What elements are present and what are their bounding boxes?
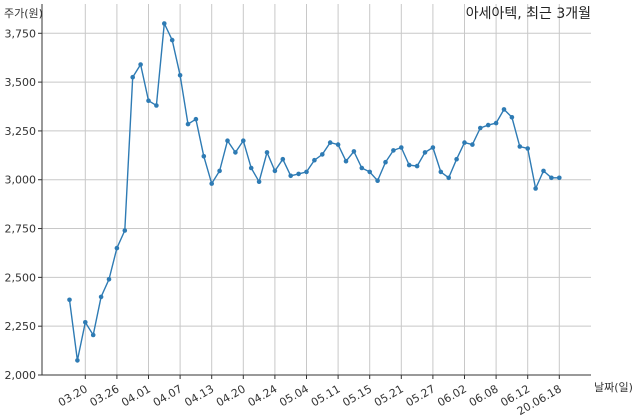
- data-point: [478, 125, 483, 131]
- data-point: [312, 157, 317, 163]
- data-point: [233, 150, 238, 155]
- data-point: [343, 158, 349, 164]
- data-point: [391, 148, 396, 153]
- data-point: [517, 144, 523, 149]
- data-point: [122, 228, 128, 233]
- data-point: [320, 152, 325, 157]
- data-point: [201, 154, 207, 159]
- y-tick-labels: 2,000 2,250 2,500 2,750 3,000 3,250 3,500 3,750: [5, 27, 42, 382]
- data-point: [83, 320, 88, 325]
- grid: [42, 4, 591, 376]
- data-point: [75, 358, 80, 363]
- x-tick-label: 05.11: [309, 382, 343, 409]
- x-axis-label: 날짜(일): [594, 380, 633, 394]
- data-point: [501, 107, 507, 112]
- data-point: [304, 169, 309, 175]
- data-point: [98, 294, 104, 300]
- price-series: [67, 20, 562, 363]
- data-point: [509, 115, 515, 120]
- data-point: [90, 332, 96, 338]
- data-point: [248, 165, 254, 171]
- data-point: [549, 175, 554, 181]
- x-tick-label: 04.13: [182, 382, 216, 409]
- data-point: [256, 179, 262, 184]
- price-line: [68, 20, 560, 361]
- data-point: [525, 146, 530, 151]
- data-point: [154, 103, 159, 108]
- data-point: [383, 159, 388, 165]
- data-point: [430, 145, 436, 150]
- data-point: [557, 175, 562, 181]
- x-tick-label: 04.01: [119, 382, 153, 409]
- data-point: [67, 297, 72, 303]
- x-tick-label: 03.20: [56, 382, 90, 409]
- data-point: [470, 142, 475, 147]
- x-tick-label: 05.27: [404, 382, 438, 409]
- data-point: [130, 74, 135, 80]
- data-point: [162, 21, 167, 26]
- data-point: [485, 122, 491, 128]
- data-point: [541, 168, 546, 174]
- data-point: [351, 149, 357, 154]
- data-point: [217, 168, 222, 174]
- data-point: [335, 142, 341, 147]
- data-point: [209, 181, 214, 186]
- data-point: [367, 169, 373, 175]
- x-tick-label: 04.20: [214, 382, 248, 409]
- data-point: [327, 140, 333, 145]
- x-tick-labels: 03.2003.2604.0104.0704.1304.2004.2405.04…: [56, 375, 564, 418]
- x-tick-label: 03.26: [88, 382, 122, 409]
- x-tick-label: 04.07: [151, 382, 185, 409]
- data-point: [106, 277, 112, 282]
- x-tick-label: 04.24: [246, 382, 280, 409]
- data-point: [414, 163, 420, 169]
- y-axis-label: 주가(원): [4, 7, 43, 20]
- x-tick-label: 05.15: [340, 382, 374, 409]
- data-point: [454, 156, 459, 162]
- data-point: [146, 98, 151, 103]
- data-point: [169, 37, 175, 43]
- data-point: [185, 121, 191, 127]
- data-point: [462, 140, 467, 145]
- data-point: [438, 169, 444, 175]
- y-tick-label: 3,500: [5, 76, 37, 89]
- data-point: [114, 245, 120, 251]
- data-point: [280, 156, 286, 162]
- data-point: [533, 186, 538, 191]
- x-tick-label: 05.04: [277, 382, 311, 409]
- data-point: [493, 120, 499, 126]
- data-point: [177, 73, 183, 78]
- data-point: [296, 171, 301, 177]
- data-point: [272, 168, 278, 174]
- data-point: [138, 62, 143, 67]
- data-point: [375, 178, 380, 183]
- data-point: [264, 150, 270, 155]
- data-point: [406, 162, 412, 168]
- data-point: [446, 175, 452, 181]
- y-tick-label: 2,500: [5, 271, 37, 284]
- y-tick-label: 3,750: [5, 27, 37, 40]
- y-tick-label: 2,250: [5, 320, 37, 333]
- x-tick-label: 05.21: [372, 382, 406, 409]
- data-point: [399, 145, 404, 150]
- x-tick-label: 06.08: [467, 382, 501, 409]
- data-point: [241, 138, 246, 143]
- y-tick-label: 3,250: [5, 125, 37, 138]
- y-tick-label: 2,750: [5, 223, 37, 236]
- chart-title: 아세아텍, 최근 3개월: [466, 6, 591, 22]
- data-point: [288, 173, 294, 179]
- y-tick-label: 2,000: [5, 369, 37, 382]
- x-tick-label: 06.02: [435, 382, 469, 409]
- y-tick-label: 3,000: [5, 174, 37, 187]
- axes: [41, 4, 591, 376]
- data-point: [225, 138, 230, 143]
- data-point: [359, 165, 365, 171]
- data-point: [422, 150, 428, 155]
- data-point: [193, 116, 199, 122]
